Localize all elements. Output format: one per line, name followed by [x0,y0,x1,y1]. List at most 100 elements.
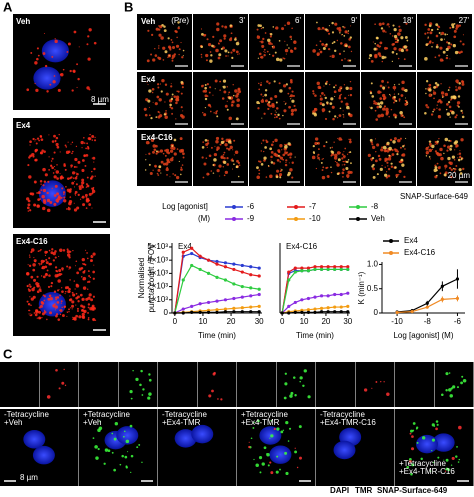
signal [46,208,51,213]
signal [227,93,229,95]
data-point [333,310,337,314]
signal [455,165,458,167]
micrograph [305,130,360,186]
signal [81,197,83,199]
signal [77,300,80,303]
signal [164,115,168,119]
signal [460,109,463,113]
signal [282,153,286,157]
signal [178,53,180,56]
signal [258,172,261,175]
signal [81,257,85,262]
signal [348,38,351,41]
signal [339,94,341,97]
signal [73,317,77,321]
data-point [232,310,236,314]
signal [269,461,272,464]
signal [46,395,51,399]
signal [290,80,293,84]
signal [67,207,71,211]
signal [35,310,39,314]
signal [289,156,292,159]
signal [347,32,349,35]
data-point [319,306,324,310]
signal [388,116,390,118]
signal [157,83,160,86]
signal [73,165,76,169]
signal [103,462,106,465]
signal [461,80,465,84]
signal [87,303,91,306]
signal [91,170,93,173]
signal [171,59,174,62]
signal [176,148,179,150]
legend-label: Ex4 [404,236,418,245]
signal [123,430,126,433]
signal [291,27,293,30]
signal [377,102,381,106]
signal [263,156,267,160]
signal [298,456,302,460]
signal [54,38,56,40]
micrograph [395,409,474,486]
signal [154,47,156,50]
y-axis-label: K (min⁻¹) [357,271,366,304]
channel-label: SNAP-Surface-649 [400,192,469,201]
signal [379,101,384,105]
micrograph [355,362,395,407]
signal [39,152,43,155]
signal [282,57,284,59]
signal [319,50,323,54]
signal [221,97,225,100]
signal [236,98,240,102]
signal [43,33,45,35]
image-background [193,130,248,186]
signal [81,185,84,189]
signal [256,166,259,170]
signal [229,145,233,150]
signal [290,391,294,395]
signal [333,156,338,160]
signal [170,138,173,140]
signal [451,456,455,460]
signal [349,138,352,141]
signal [278,40,281,42]
signal [461,115,465,119]
signal [263,54,266,57]
data-point [346,291,350,295]
signal [440,156,444,161]
signal [273,427,276,431]
signal [214,88,216,90]
signal [263,50,265,53]
signal [392,85,397,90]
signal [401,48,404,51]
signal [405,137,407,139]
signal [148,378,152,382]
signal [47,297,51,301]
signal [400,48,405,53]
signal [60,175,63,178]
signal [270,159,272,161]
signal [288,86,292,90]
signal [337,88,342,92]
signal [350,50,353,53]
signal [373,100,376,103]
signal [325,166,328,170]
signal [347,30,350,32]
signal [68,308,71,311]
signal [253,458,255,461]
signal [230,51,233,54]
data-point [306,266,311,270]
signal [225,138,229,143]
signal [343,151,345,153]
signal [257,35,259,37]
signal [54,139,57,142]
signal [162,162,166,166]
data-point [181,278,185,282]
signal [336,163,340,167]
signal [291,90,294,93]
signal [50,160,53,162]
signal [63,196,66,199]
signal [130,471,132,473]
nucleus [174,429,197,448]
